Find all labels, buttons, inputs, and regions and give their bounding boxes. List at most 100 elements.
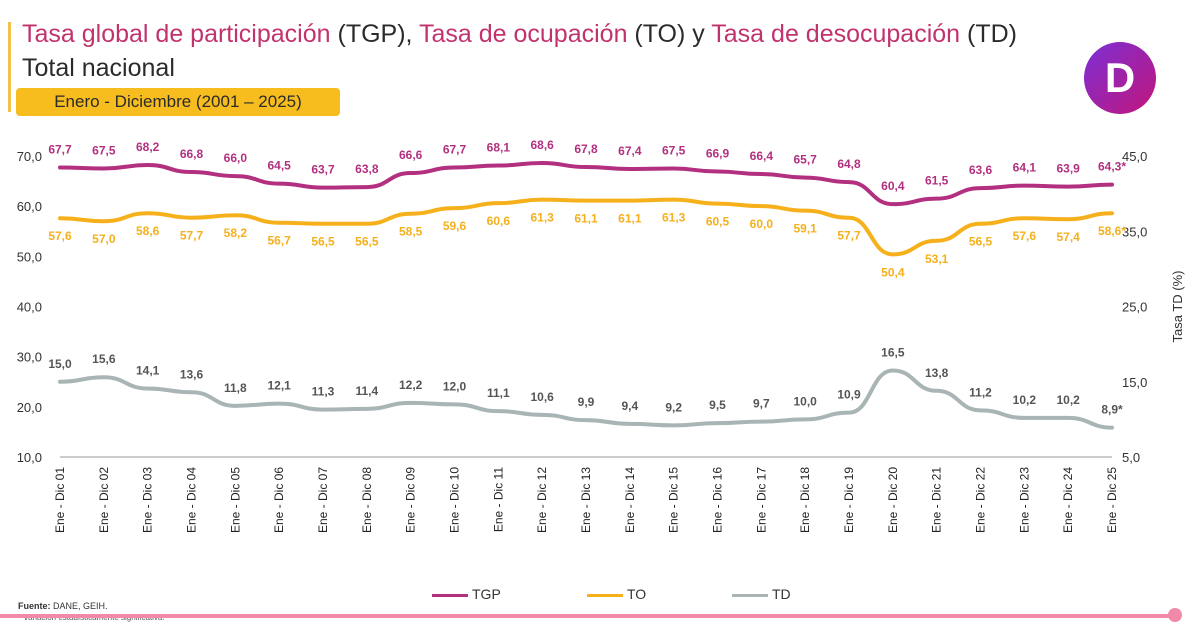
data-label-tgp: 68,2 [136,140,160,154]
data-label-td: 10,0 [793,394,817,408]
data-label-tgp: 67,5 [662,144,686,158]
source-label: Fuente: [18,601,51,611]
data-label-td: 13,8 [925,366,949,380]
line-chart: 10,0 20,0 30,0 40,0 50,0 60,0 70,0 5,0 15,0 25,0 3… [17,138,1185,533]
x-tick-label: Ene - Dic 19 [842,467,856,533]
data-label-td: 9,2 [665,400,682,414]
x-tick-label: Ene - Dic 03 [141,467,155,533]
x-tick-label: Ene - Dic 12 [535,467,549,533]
data-label-td: 10,2 [1056,393,1080,407]
data-label-to: 56,5 [311,235,335,249]
right-tick-label: 5,0 [1122,450,1140,465]
data-label-tgp: 67,7 [443,143,467,157]
data-label-tgp: 65,7 [793,153,817,167]
data-label-to: 57,6 [1013,229,1037,243]
data-label-to: 57,0 [92,232,116,246]
data-label-to: 57,4 [1056,230,1080,244]
data-label-to: 58,2 [224,226,248,240]
right-tick-label: 15,0 [1122,375,1147,390]
bottom-decoration-dot [1168,608,1182,622]
data-label-td: 12,1 [267,379,291,393]
left-tick-label: 40,0 [17,300,42,315]
source-text: DANE, GEIH. [50,601,108,611]
title-td: Tasa de desocupación [711,20,961,48]
x-tick-label: Ene - Dic 21 [930,467,944,533]
x-tick-label: Ene - Dic 11 [491,467,505,532]
data-label-td: 9,7 [753,397,770,411]
data-label-td: 15,0 [48,357,72,371]
data-label-to: 60,0 [750,217,774,231]
data-label-to: 60,6 [487,214,511,228]
x-tick-label: Ene - Dic 18 [798,467,812,533]
data-label-tgp: 64,5 [267,159,291,173]
data-label-tgp: 64,1 [1013,161,1037,175]
data-label-to: 59,6 [443,219,467,233]
data-label-td: 9,9 [578,395,595,409]
data-label-td: 13,6 [180,367,204,381]
title-sep-2: (TO) y [627,20,712,48]
logo-circle [1084,42,1156,114]
x-tick-label: Ene - Dic 17 [754,467,768,533]
data-label-td: 10,6 [530,390,554,404]
data-label-td: 11,2 [969,385,992,399]
legend-td-label: TD [772,586,791,602]
data-label-tgp: 63,9 [1056,162,1080,176]
title-sep-1: (TGP), [330,20,419,48]
data-label-td: 12,0 [443,379,467,393]
x-tick-label: Ene - Dic 07 [316,467,330,533]
data-label-tgp: 68,1 [487,141,511,155]
data-label-td: 9,4 [621,399,638,413]
data-label-to: 61,1 [574,212,598,226]
data-label-to: 61,3 [662,211,686,225]
right-axis-title: Tasa TD (%) [1170,271,1185,343]
data-label-tgp: 64,8 [837,157,861,171]
data-label-to: 56,7 [267,234,291,248]
data-label-to: 57,7 [837,229,861,243]
data-label-tgp: 66,8 [180,147,204,161]
data-label-tgp: 67,8 [574,142,598,156]
data-label-tgp: 61,5 [925,174,949,188]
data-label-to: 57,6 [48,229,72,243]
legend-to-label: TO [627,586,647,602]
right-tick-label: 45,0 [1122,149,1147,164]
x-tick-label: Ene - Dic 25 [1105,467,1119,533]
data-label-td: 11,8 [224,381,247,395]
legend-td-line [732,594,768,597]
data-label-tgp: 67,7 [48,143,72,157]
brand-logo: D [1082,40,1158,116]
x-tick-label: Ene - Dic 14 [623,467,637,533]
left-tick-label: 30,0 [17,350,42,365]
x-tick-label: Ene - Dic 02 [97,467,111,533]
left-tick-label: 50,0 [17,249,42,264]
series-line-to [58,197,1114,257]
left-tick-label: 20,0 [17,400,42,415]
data-label-tgp: 66,0 [224,151,248,165]
data-label-to: 58,6 [136,224,160,238]
data-label-tgp: 66,9 [706,147,730,161]
x-tick-label: Ene - Dic 23 [1017,467,1031,533]
data-label-td: 12,2 [399,378,423,392]
x-tick-label: Ene - Dic 09 [404,467,418,533]
legend-tgp-line [432,594,468,597]
data-label-to: 60,5 [706,215,730,229]
data-label-td: 11,3 [312,385,335,399]
data-label-td: 10,9 [837,388,861,402]
right-tick-label: 35,0 [1122,224,1147,239]
x-tick-label: Ene - Dic 24 [1061,467,1075,533]
x-tick-label: Ene - Dic 04 [185,467,199,533]
period-badge: Enero - Diciembre (2001 – 2025) [16,88,340,116]
title-to: Tasa de ocupación [418,20,628,48]
series-line-td [58,368,1114,430]
right-tick-label: 25,0 [1122,300,1147,315]
legend-tgp-label: TGP [472,586,501,602]
data-label-to: 50,4 [881,265,905,279]
data-label-to: 59,1 [793,222,817,236]
logo-letter: D [1105,54,1135,101]
data-label-to: 56,5 [969,235,993,249]
left-tick-label: 70,0 [17,149,42,164]
series-line-tgp [58,161,1114,207]
data-label-to: 58,5 [399,225,423,239]
data-label-td: 8,9* [1101,403,1123,417]
data-label-tgp: 63,6 [969,163,993,177]
data-label-tgp: 68,6 [530,138,554,152]
